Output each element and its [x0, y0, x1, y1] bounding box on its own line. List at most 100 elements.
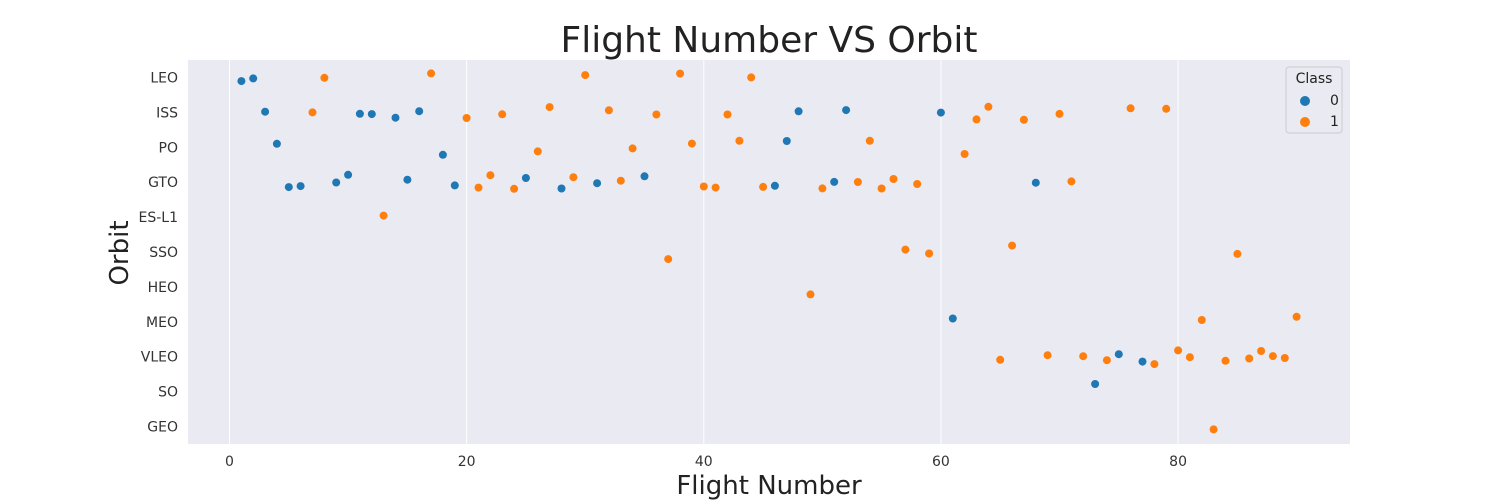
data-point-class-1: [320, 73, 329, 82]
y-tick-label: VLEO: [141, 350, 178, 366]
y-tick-label: ISS: [156, 105, 178, 121]
data-points: [237, 69, 1301, 434]
data-point-class-1: [1209, 425, 1218, 434]
data-point-class-0: [344, 170, 353, 179]
data-point-class-0: [332, 178, 341, 187]
data-point-class-1: [604, 106, 613, 115]
data-point-class-0: [593, 179, 602, 188]
data-point-class-1: [1019, 115, 1028, 124]
data-point-class-1: [711, 183, 720, 192]
data-point-class-0: [557, 184, 566, 193]
data-point-class-1: [616, 176, 625, 185]
data-point-class-1: [581, 71, 590, 80]
data-point-class-1: [1245, 354, 1254, 363]
data-point-class-1: [510, 184, 519, 193]
data-point-class-1: [1126, 104, 1135, 113]
data-point-class-1: [427, 69, 436, 78]
data-point-class-1: [533, 147, 542, 156]
data-point-class-1: [498, 110, 507, 119]
data-point-class-1: [628, 144, 637, 153]
data-point-class-1: [1055, 109, 1064, 118]
y-tick-label: SSO: [149, 245, 178, 261]
data-point-class-0: [1091, 380, 1100, 388]
data-point-class-1: [1008, 241, 1017, 250]
data-point-class-0: [415, 107, 424, 116]
legend-marker-1: [1300, 117, 1310, 127]
data-point-class-1: [1079, 352, 1088, 361]
data-point-class-0: [261, 107, 270, 116]
grid-lines: [229, 60, 1179, 444]
data-point-class-0: [936, 108, 945, 117]
data-point-class-1: [1197, 316, 1206, 324]
data-point-class-1: [735, 136, 744, 145]
data-point-class-1: [913, 180, 922, 188]
data-point-class-1: [723, 110, 732, 119]
data-point-class-1: [1043, 351, 1052, 360]
data-point-class-0: [521, 174, 530, 182]
y-axis-label: Orbit: [105, 220, 135, 285]
y-tick-label: ES-L1: [139, 210, 179, 226]
data-point-class-0: [237, 77, 246, 86]
data-point-class-0: [830, 177, 839, 186]
data-point-class-1: [865, 136, 874, 145]
data-point-class-0: [1138, 357, 1147, 366]
data-point-class-1: [972, 115, 981, 124]
data-point-class-1: [901, 245, 910, 254]
data-point-class-1: [462, 114, 471, 122]
data-point-class-0: [367, 110, 376, 119]
y-tick-label: HEO: [148, 280, 178, 296]
data-point-class-0: [794, 107, 803, 116]
data-point-class-1: [1268, 352, 1277, 361]
data-point-class-1: [1067, 177, 1076, 186]
data-point-class-1: [474, 183, 483, 192]
data-point-class-0: [948, 314, 957, 323]
data-point-class-0: [842, 106, 851, 115]
data-point-class-1: [996, 355, 1005, 364]
data-point-class-1: [569, 173, 578, 182]
legend-label-1: 1: [1330, 114, 1339, 130]
data-point-class-0: [770, 181, 779, 190]
data-point-class-0: [249, 74, 258, 83]
data-point-class-1: [1174, 346, 1183, 355]
data-point-class-0: [438, 150, 447, 159]
x-tick-label: 40: [695, 454, 713, 470]
data-point-class-0: [1114, 350, 1123, 359]
y-tick-label: SO: [158, 385, 178, 401]
data-point-class-1: [889, 175, 898, 183]
data-point-class-1: [652, 110, 661, 119]
y-tick-labels: LEO ISS PO GTO ES-L1 SSO HEO MEO VLEO SO GEO: [139, 70, 179, 435]
y-tick-label: GEO: [147, 420, 178, 436]
y-tick-label: GTO: [148, 175, 178, 191]
y-tick-label: PO: [159, 140, 178, 156]
data-point-class-0: [284, 183, 293, 192]
data-point-class-1: [308, 108, 317, 117]
data-point-class-0: [403, 175, 412, 184]
data-point-class-1: [545, 103, 554, 112]
data-point-class-1: [877, 184, 886, 193]
data-point-class-0: [782, 137, 791, 145]
data-point-class-1: [687, 139, 696, 148]
data-point-class-0: [640, 172, 649, 181]
data-point-class-0: [391, 113, 400, 122]
x-axis-label: Flight Number: [676, 471, 862, 500]
data-point-class-1: [1185, 353, 1194, 362]
data-point-class-1: [747, 73, 756, 82]
legend-title: Class: [1296, 71, 1333, 87]
data-point-class-0: [296, 182, 305, 191]
data-point-class-1: [1257, 347, 1266, 355]
data-point-class-1: [664, 255, 673, 264]
data-point-class-1: [806, 290, 815, 299]
data-point-class-1: [1150, 360, 1159, 369]
legend-marker-0: [1300, 96, 1310, 106]
x-tick-label: 80: [1169, 454, 1187, 470]
data-point-class-0: [1031, 178, 1040, 187]
plot-area: [188, 60, 1350, 444]
data-point-class-1: [1280, 354, 1289, 362]
x-tick-labels: 0 20 40 60 80: [225, 454, 1187, 470]
data-point-class-1: [1221, 356, 1230, 365]
data-point-class-1: [676, 69, 685, 78]
legend: Class 0 1: [1285, 66, 1343, 134]
data-point-class-1: [1162, 104, 1171, 113]
data-point-class-1: [818, 184, 827, 193]
legend-box: [1285, 66, 1343, 134]
